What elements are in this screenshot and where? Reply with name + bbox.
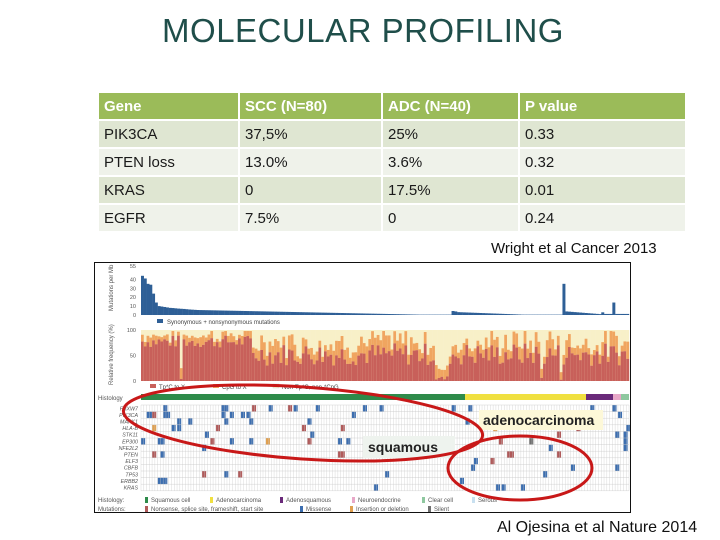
svg-text:PIK3CA: PIK3CA [119,413,138,419]
table-row: KRAS 0 17.5% 0.01 [99,177,685,203]
svg-text:Synonymous + nonsynonymous mut: Synonymous + nonsynonymous mutations [167,320,280,326]
svg-text:Serous: Serous [478,498,497,504]
svg-text:Adenocarcinoma: Adenocarcinoma [216,498,262,504]
svg-text:Neuroendocrine: Neuroendocrine [358,498,401,504]
table-header-row: Gene SCC (N=80) ADC (N=40) P value [99,93,685,119]
cell-pvalue: 0.32 [520,149,685,175]
svg-text:HLA-B: HLA-B [122,426,138,432]
header-gene: Gene [99,93,238,119]
svg-text:30: 30 [130,286,136,292]
svg-text:NFE2L2: NFE2L2 [119,446,138,452]
svg-text:FBXW7: FBXW7 [120,406,139,412]
cell-adc: 17.5% [383,177,518,203]
svg-text:Relative frequency (%): Relative frequency (%) [109,324,115,385]
svg-text:Silent: Silent [434,507,449,513]
cell-pvalue: 0.01 [520,177,685,203]
cell-gene: PIK3CA [99,121,238,147]
svg-text:20: 20 [130,295,136,301]
cell-gene: PTEN loss [99,149,238,175]
svg-text:10: 10 [130,304,136,310]
svg-text:Nonsense, splice site, framesh: Nonsense, splice site, frameshift, start… [151,507,264,513]
table-row: EGFR 7.5% 0 0.24 [99,205,685,231]
cell-gene: EGFR [99,205,238,231]
svg-text:KRAS: KRAS [124,486,139,492]
cell-adc: 0 [383,205,518,231]
svg-text:Adenosquamous: Adenosquamous [286,498,331,504]
cell-gene: KRAS [99,177,238,203]
svg-text:50: 50 [130,354,136,360]
citation-ojesina: Al Ojesina et al Nature 2014 [497,519,698,536]
svg-text:Mutations:: Mutations: [98,507,126,513]
cell-scc: 13.0% [240,149,381,175]
table-row: PTEN loss 13.0% 3.6% 0.32 [99,149,685,175]
header-scc: SCC (N=80) [240,93,381,119]
cell-scc: 7.5% [240,205,381,231]
svg-text:MAPK1: MAPK1 [120,420,138,426]
svg-text:0: 0 [133,313,136,319]
cell-pvalue: 0.33 [520,121,685,147]
oncoprint-figure: Mutations per Mb 55 40 30 20 10 0 Synonymous + … [94,262,631,513]
svg-text:EP300: EP300 [122,439,138,445]
citation-wright: Wright et al Cancer 2013 [491,240,657,257]
svg-text:Insertion or deletion: Insertion or deletion [356,507,409,513]
svg-text:Histology: Histology [98,396,123,402]
cell-scc: 0 [240,177,381,203]
svg-text:squamous: squamous [368,439,438,455]
svg-text:Tp*C to X: Tp*C to X [159,385,185,391]
svg-text:adenocarcinoma: adenocarcinoma [483,412,594,428]
svg-text:Mutations per Mb: Mutations per Mb [109,264,115,311]
svg-text:Clear cell: Clear cell [428,498,453,504]
cell-pvalue: 0.24 [520,205,685,231]
svg-text:Missense: Missense [306,507,332,513]
svg-text:40: 40 [130,277,136,283]
svg-text:STK11: STK11 [122,433,138,439]
cell-adc: 3.6% [383,149,518,175]
svg-text:ELF3: ELF3 [125,459,138,465]
svg-text:CBFB: CBFB [124,466,139,472]
svg-text:ERBB2: ERBB2 [121,479,138,485]
mutation-frequency-table: Gene SCC (N=80) ADC (N=40) P value PIK3C… [97,91,687,233]
svg-text:Squamous cell: Squamous cell [151,498,190,504]
svg-text:0: 0 [133,379,136,385]
svg-text:CpG to X: CpG to X [222,385,247,391]
svg-text:Histology:: Histology: [98,498,125,504]
svg-text:100: 100 [127,328,136,334]
header-adc: ADC (N=40) [383,93,518,119]
svg-text:55: 55 [130,264,136,270]
table-row: PIK3CA 37,5% 25% 0.33 [99,121,685,147]
slide-title: MOLECULAR PROFILING [162,12,564,49]
svg-text:PTEN: PTEN [124,453,138,459]
cell-scc: 37,5% [240,121,381,147]
header-pvalue: P value [520,93,685,119]
cell-adc: 25% [383,121,518,147]
svg-text:TP53: TP53 [125,472,138,478]
